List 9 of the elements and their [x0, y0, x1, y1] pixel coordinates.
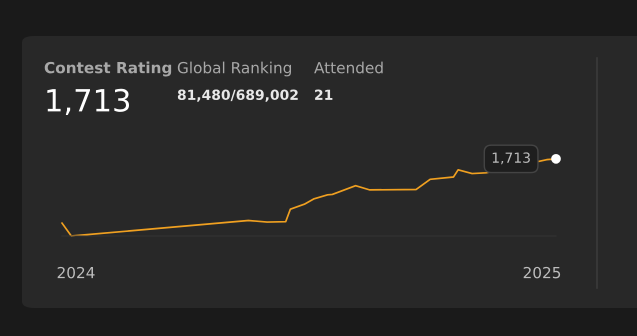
- annotation: 1,713: [492, 152, 530, 164]
- text: Contest Rating: [44, 62, 172, 76]
- text: Attended: [314, 62, 383, 74]
- text: 81,480/689,002: [178, 90, 298, 102]
- x-tick-label: 2025: [524, 266, 560, 278]
- x-tick-label: 2024: [58, 266, 95, 278]
- text: 1,713: [47, 88, 130, 115]
- text: Global Ranking: [178, 62, 291, 76]
- text: 21: [315, 90, 332, 100]
